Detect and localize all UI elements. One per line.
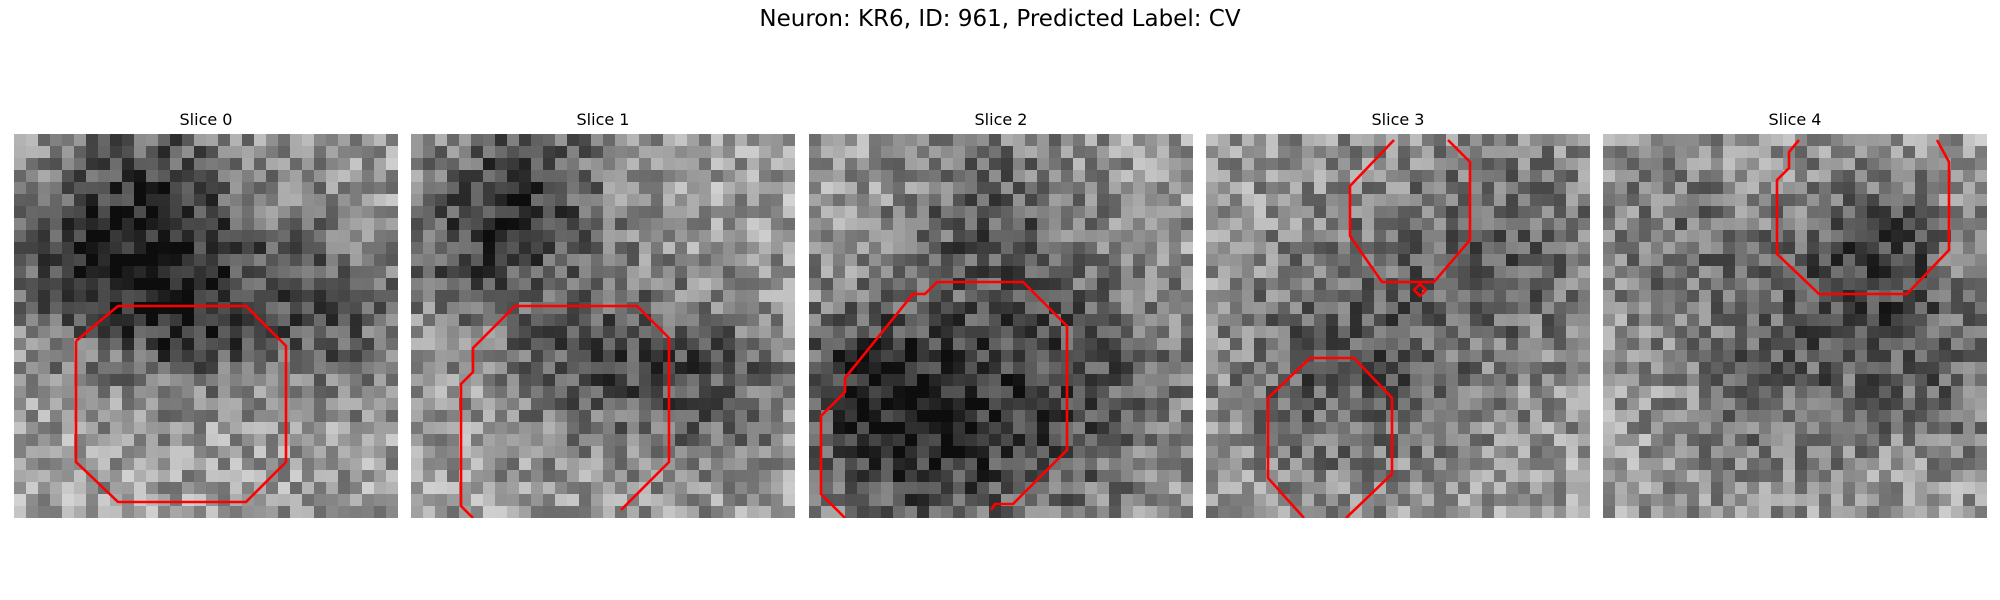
slice-image-3 <box>1206 134 1590 518</box>
slice-title-2: Slice 2 <box>974 110 1028 129</box>
slice-title-0: Slice 0 <box>179 110 233 129</box>
slice-image-2 <box>809 134 1193 518</box>
contour-0 <box>74 304 288 504</box>
slice-image-4 <box>1603 134 1987 518</box>
contour-1 <box>459 304 671 518</box>
figure-title: Neuron: KR6, ID: 961, Predicted Label: C… <box>759 6 1241 32</box>
contour-4 <box>1775 139 1951 296</box>
contour-2 <box>819 280 1069 518</box>
slice-title-3: Slice 3 <box>1371 110 1425 129</box>
contour-3b <box>1412 282 1428 298</box>
slice-title-4: Slice 4 <box>1768 110 1822 129</box>
contour-3a-fix <box>1348 139 1472 284</box>
slice-image-0 <box>14 134 398 518</box>
contour-3c <box>1266 356 1394 518</box>
slice-image-1 <box>411 134 795 518</box>
slice-title-1: Slice 1 <box>576 110 630 129</box>
